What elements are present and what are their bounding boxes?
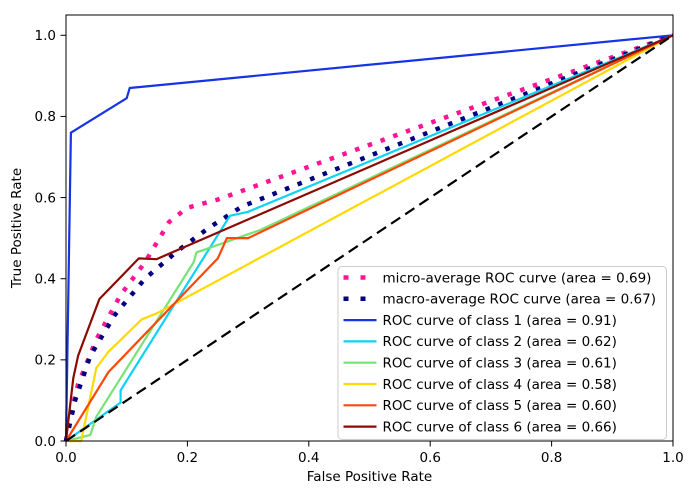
- legend-label-class-6: ROC curve of class 6 (area = 0.66): [383, 419, 617, 435]
- legend-box: [337, 266, 667, 440]
- tick-layer: 0.0 0.2 0.4 0.6 0.8 1.0 0.0 0.2 0.4 0.6 0.8 1.0: [35, 28, 684, 466]
- y-tick-label: 0.2: [35, 353, 56, 369]
- series-line-class-1: [64, 34, 674, 442]
- x-tick-label: 0.6: [419, 450, 440, 466]
- legend-label-class-4: ROC curve of class 4 (area = 0.58): [383, 377, 617, 393]
- series-line-class-5: [65, 34, 674, 442]
- x-tick-label: 0.0: [55, 450, 76, 466]
- x-tick-label: 1.0: [662, 450, 683, 466]
- legend-label-class-1: ROC curve of class 1 (area = 0.91): [383, 313, 617, 329]
- legend-label-class-2: ROC curve of class 2 (area = 0.62): [383, 334, 617, 350]
- y-tick-label: 0.4: [35, 272, 56, 288]
- legend-label-micro-average: micro-average ROC curve (area = 0.69): [383, 270, 652, 286]
- x-tick-label: 0.4: [298, 450, 319, 466]
- legend-label-class-3: ROC curve of class 3 (area = 0.61): [383, 356, 617, 372]
- series-line-class-3: [65, 34, 674, 443]
- series-line-macro-average: [63, 33, 674, 442]
- legend-layer: micro-average ROC curve (area = 0.69) mac…: [337, 266, 667, 440]
- plot-frame: [65, 14, 674, 442]
- y-tick-label: 0.0: [35, 434, 56, 450]
- legend-label-class-5: ROC curve of class 5 (area = 0.60): [383, 398, 617, 414]
- x-tick-label: 0.2: [177, 450, 198, 466]
- series-layer: [63, 33, 674, 443]
- x-tick-label: 0.8: [541, 450, 562, 466]
- y-tick-label: 0.8: [35, 109, 56, 125]
- y-tick-label: 1.0: [35, 28, 56, 44]
- series-line-class-6: [64, 34, 674, 442]
- series-line-chance: [65, 34, 674, 442]
- x-axis-label: False Positive Rate: [307, 469, 432, 485]
- frame-layer: [65, 14, 674, 442]
- legend-label-macro-average: macro-average ROC curve (area = 0.67): [383, 292, 656, 308]
- y-tick-label: 0.6: [35, 190, 56, 206]
- y-axis-label: True Positive Rate: [9, 168, 25, 289]
- series-line-micro-average: [63, 33, 674, 442]
